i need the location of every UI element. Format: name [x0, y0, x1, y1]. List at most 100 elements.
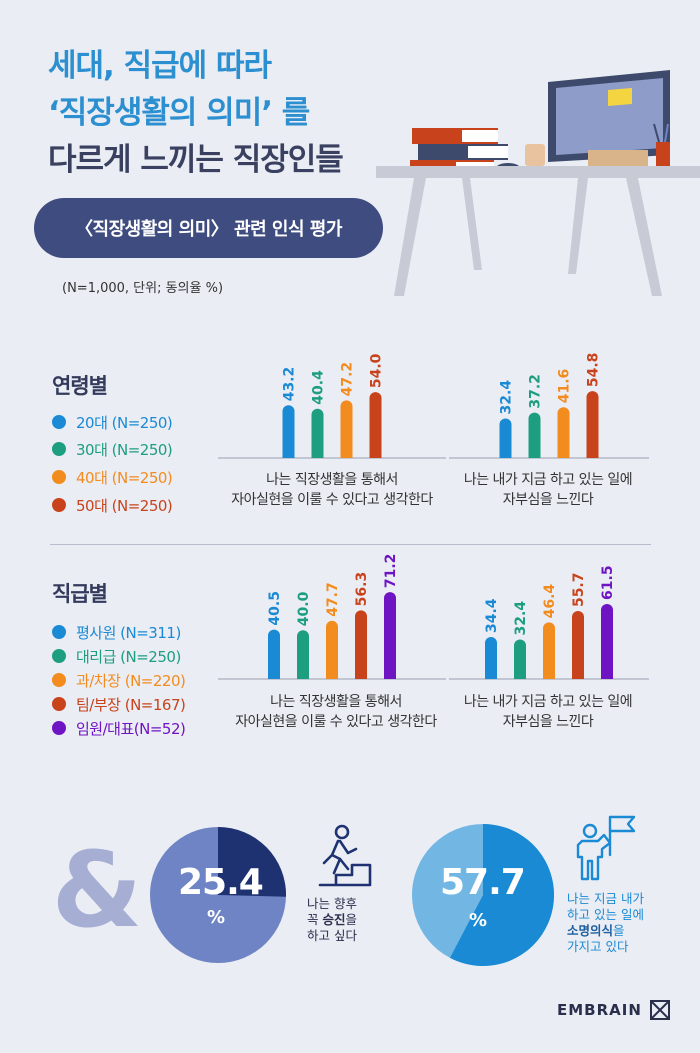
bar-value-label: 61.5: [600, 565, 616, 600]
legend-label: 대리급 (N=250): [76, 647, 181, 666]
legend-dot: [52, 649, 66, 663]
title-line-1: 세대, 직급에 따라: [48, 48, 272, 84]
title-line-3: 다르게 느끼는 직장인들: [48, 142, 344, 178]
embrain-mark-icon: [649, 1000, 670, 1020]
bar-value-label: 32.4: [513, 601, 529, 636]
legend-dot: [52, 697, 66, 711]
age-legend-item: 50대 (N=250): [52, 494, 173, 516]
bar-value-label: 34.4: [484, 598, 500, 633]
caption-emphasis: 승진: [322, 912, 346, 927]
chart-caption: 나는 직장생활을 통해서 자아실현을 이룰 수 있다고 생각한다: [231, 472, 433, 508]
bar-value-label: 41.6: [557, 369, 573, 404]
rank-legend-item: 팀/부장 (N=167): [52, 693, 186, 715]
section-divider: [50, 544, 651, 545]
bar-value-label: 40.5: [267, 591, 283, 626]
legend-label: 30대 (N=250): [76, 440, 173, 459]
legend-dot: [52, 442, 66, 456]
caption-text: 나는 향후 꼭: [307, 896, 357, 927]
bar: [384, 592, 396, 679]
chart-caption: 나는 내가 지금 하고 있는 일에 자부심을 느낀다: [463, 472, 633, 508]
bar: [369, 392, 382, 458]
sample-note: (N=1,000, 단위; 동의율 %): [62, 281, 224, 296]
bar: [557, 407, 570, 458]
bar: [572, 611, 584, 679]
ampersand-graphic: &: [52, 838, 142, 938]
desk-illustration: [376, 70, 700, 296]
legend-label: 임원/대표(N=52): [76, 719, 186, 738]
legend-label: 평사원 (N=311): [76, 623, 181, 642]
chart-caption: 나는 내가 지금 하고 있는 일에 자부심을 느낀다: [463, 694, 633, 730]
rank-legend-item: 평사원 (N=311): [52, 621, 181, 643]
age-section-title: 연령별: [52, 374, 108, 398]
bar-value-label: 37.2: [528, 374, 544, 409]
bar: [485, 637, 497, 679]
bar-value-label: 54.0: [369, 353, 385, 388]
bar: [340, 400, 353, 458]
pie-unit-promotion: %: [207, 907, 226, 928]
bar: [297, 630, 309, 679]
bar: [355, 610, 367, 679]
pie-value-calling: 57.7: [440, 862, 526, 903]
bar-value-label: 40.4: [311, 370, 327, 405]
bar-value-label: 71.2: [383, 554, 399, 589]
legend-label: 20대 (N=250): [76, 413, 173, 432]
brand-name: EMBRAIN: [557, 1001, 642, 1019]
bar-value-label: 46.4: [542, 584, 558, 619]
title-line-2: ‘직장생활의 의미’ 를: [48, 95, 310, 131]
pie-chart-calling: [412, 824, 554, 966]
pie-caption-promotion: 나는 향후 꼭 승진을 하고 싶다: [307, 896, 357, 944]
caption-text: 을 가지고 있다: [567, 923, 629, 954]
bar: [326, 620, 338, 679]
bar: [311, 408, 324, 458]
pie-unit-calling: %: [469, 910, 488, 931]
bar-value-label: 54.8: [586, 353, 602, 388]
bar: [282, 405, 295, 458]
bar: [586, 391, 599, 458]
bar-value-label: 55.7: [571, 572, 587, 607]
legend-dot: [52, 415, 66, 429]
bar-value-label: 43.2: [282, 367, 298, 402]
pie-slice-value: [449, 824, 554, 966]
age-legend-item: 20대 (N=250): [52, 411, 173, 433]
caption-emphasis: 소명의식: [567, 923, 614, 938]
pie-slice-value: [218, 827, 286, 897]
rank-legend-item: 과/차장 (N=220): [52, 669, 186, 691]
legend-dot: [52, 673, 66, 687]
pie-caption-calling: 나는 지금 내가 하고 있는 일에 소명의식을 가지고 있다: [567, 891, 644, 955]
pie-chart-promotion: [150, 827, 286, 963]
caption-text: 을 하고 싶다: [307, 912, 358, 943]
bar-value-label: 32.4: [499, 380, 515, 415]
flag-person-icon: [576, 815, 636, 881]
bar-value-label: 56.3: [354, 572, 370, 607]
age-legend-item: 40대 (N=250): [52, 466, 173, 488]
caption-text: 나는 지금 내가 하고 있는 일에: [567, 891, 644, 922]
bar: [601, 603, 613, 679]
bar-value-label: 40.0: [296, 591, 312, 626]
legend-dot: [52, 625, 66, 639]
legend-label: 팀/부장 (N=167): [76, 695, 186, 714]
rank-section-title: 직급별: [52, 582, 108, 606]
chart-caption: 나는 직장생활을 통해서 자아실현을 이룰 수 있다고 생각한다: [235, 694, 437, 730]
bar-value-label: 47.7: [325, 582, 341, 617]
legend-label: 과/차장 (N=220): [76, 671, 186, 690]
bar-value-label: 47.2: [340, 362, 356, 397]
rank-legend-item: 임원/대표(N=52): [52, 717, 186, 739]
brand-logo: EMBRAIN: [557, 1000, 670, 1020]
age-legend-item: 30대 (N=250): [52, 438, 173, 460]
ampersand-glyph: &: [52, 838, 142, 938]
legend-dot: [52, 470, 66, 484]
legend-dot: [52, 498, 66, 512]
bar: [514, 639, 526, 679]
bar: [268, 629, 280, 679]
subtitle-pill: 〈직장생활의 의미〉 관련 인식 평가: [34, 198, 383, 258]
legend-dot: [52, 721, 66, 735]
bar: [499, 418, 512, 458]
pie-value-promotion: 25.4: [178, 862, 264, 903]
stairs-climber-icon: [318, 824, 372, 887]
legend-label: 50대 (N=250): [76, 496, 173, 515]
legend-label: 40대 (N=250): [76, 468, 173, 487]
